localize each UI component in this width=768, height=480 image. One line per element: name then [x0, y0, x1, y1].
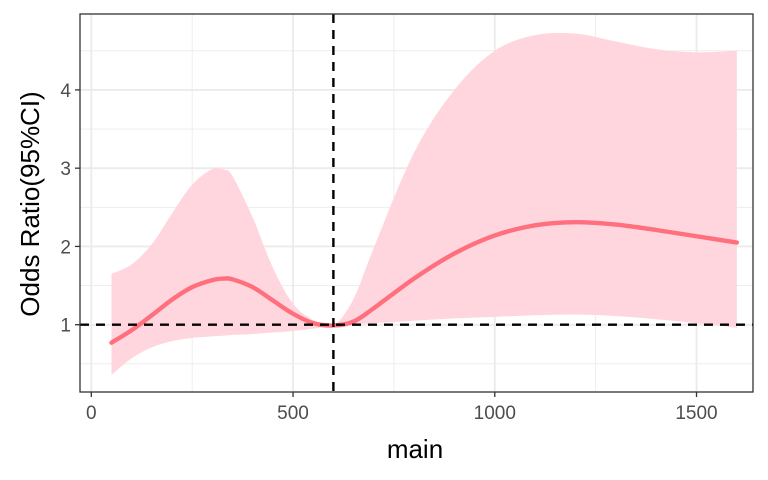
- confidence-band: [111, 32, 737, 375]
- y-axis-tick-labels: 1 2 3 4: [60, 81, 71, 337]
- y-tick-label: 4: [60, 81, 71, 102]
- x-tick-label: 0: [86, 403, 97, 424]
- x-axis-tick-labels: 0 500 1000 1500: [86, 403, 718, 424]
- y-axis-title: Odds Ratio(95%CI): [15, 91, 45, 316]
- y-tick-label: 2: [60, 237, 71, 258]
- axis-ticks: [75, 89, 698, 397]
- panel-border: [79, 13, 754, 393]
- x-tick-label: 1500: [675, 403, 717, 424]
- y-tick-label: 3: [60, 159, 71, 180]
- x-tick-label: 1000: [474, 403, 516, 424]
- x-axis-title: main: [387, 434, 443, 464]
- y-tick-label: 1: [60, 316, 71, 337]
- x-tick-label: 500: [277, 403, 309, 424]
